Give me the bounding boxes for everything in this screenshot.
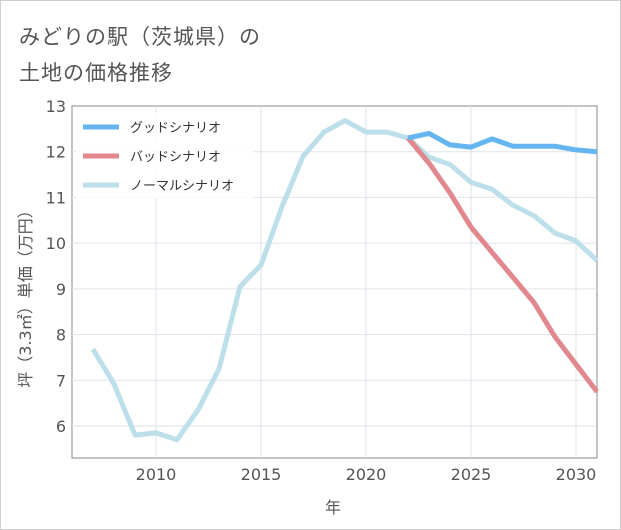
y-tick-label: 13 xyxy=(46,97,66,116)
chart-title-line2: 土地の価格推移 xyxy=(19,61,173,85)
series-line xyxy=(407,130,598,155)
y-tick-label: 9 xyxy=(56,280,66,299)
y-axis-label: 坪（3.3㎡）単価（万円） xyxy=(16,202,35,387)
y-tick-label: 7 xyxy=(56,371,66,390)
x-tick-label: 2010 xyxy=(136,465,177,484)
legend-label: グッドシナリオ xyxy=(130,121,221,136)
y-tick-label: 12 xyxy=(46,143,66,162)
y-tick-label: 10 xyxy=(46,234,66,253)
chart-title-line1: みどりの駅（茨城県）の xyxy=(19,25,261,49)
x-tick-label: 2015 xyxy=(241,465,282,484)
y-tick-label: 11 xyxy=(46,188,66,207)
y-tick-label: 6 xyxy=(56,417,66,436)
series-line xyxy=(406,136,599,394)
x-axis-label: 年 xyxy=(325,498,341,517)
legend-label: ノーマルシナリオ xyxy=(130,179,234,194)
legend-label: バッドシナリオ xyxy=(130,150,221,165)
x-tick-label: 2030 xyxy=(556,465,597,484)
x-tick-label: 2020 xyxy=(346,465,387,484)
series-lines xyxy=(90,118,599,443)
series-line xyxy=(90,118,599,443)
y-tick-label: 8 xyxy=(56,326,66,345)
axis-ticks: 6 7 8 9 10 11 12 13 2010 2015 2020 2025 2030 xyxy=(46,97,597,484)
x-tick-label: 2025 xyxy=(451,465,492,484)
